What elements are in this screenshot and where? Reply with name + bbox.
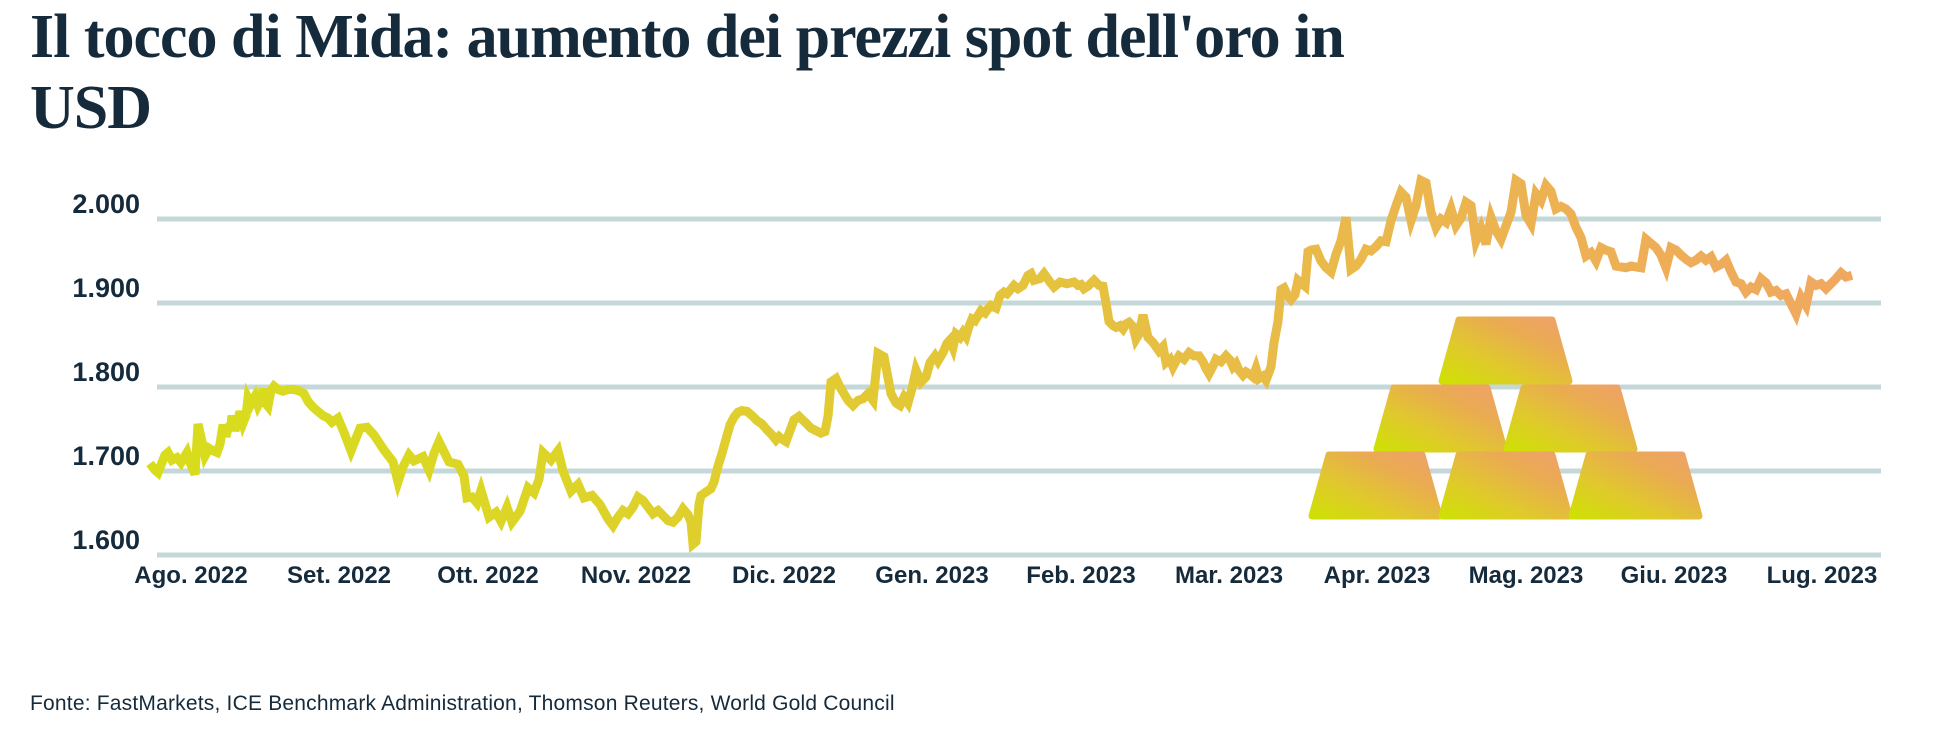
x-tick-label: Gen. 2023 bbox=[875, 562, 988, 589]
x-tick-label: Giu. 2023 bbox=[1621, 562, 1728, 589]
x-tick-label: Dic. 2022 bbox=[732, 562, 836, 589]
page-title-line2: USD bbox=[30, 73, 152, 142]
gold-bars-icon bbox=[1308, 316, 1703, 520]
x-tick-label: Mag. 2023 bbox=[1469, 562, 1584, 589]
y-tick-label: 1.600 bbox=[72, 525, 140, 555]
x-tick-label: Feb. 2023 bbox=[1026, 562, 1135, 589]
y-tick-label: 1.700 bbox=[72, 441, 140, 471]
gold-bar bbox=[1438, 451, 1573, 520]
gold-bar bbox=[1568, 451, 1703, 520]
x-tick-label: Mar. 2023 bbox=[1175, 562, 1283, 589]
x-tick-label: Set. 2022 bbox=[287, 562, 391, 589]
page-title-line1: Il tocco di Mida: aumento dei prezzi spo… bbox=[30, 3, 1345, 71]
x-tick-label: Ago. 2022 bbox=[134, 562, 247, 589]
x-tick-label: Ott. 2022 bbox=[437, 562, 538, 589]
gold-bar bbox=[1308, 451, 1443, 520]
gold-bar bbox=[1503, 384, 1638, 453]
x-tick-label: Nov. 2022 bbox=[581, 562, 691, 589]
x-tick-label: Apr. 2023 bbox=[1324, 562, 1431, 589]
gold-bar bbox=[1438, 316, 1573, 385]
source-note: Fonte: FastMarkets, ICE Benchmark Admini… bbox=[30, 692, 895, 715]
gold-bar bbox=[1373, 384, 1508, 453]
page-title: Il tocco di Mida: aumento dei prezzi spo… bbox=[30, 2, 1750, 143]
price-line bbox=[146, 172, 1854, 554]
y-tick-label: 1.800 bbox=[72, 357, 140, 387]
x-tick-label: Lug. 2023 bbox=[1767, 562, 1878, 589]
y-tick-label: 1.900 bbox=[72, 273, 140, 303]
y-tick-label: 2.000 bbox=[72, 189, 140, 219]
